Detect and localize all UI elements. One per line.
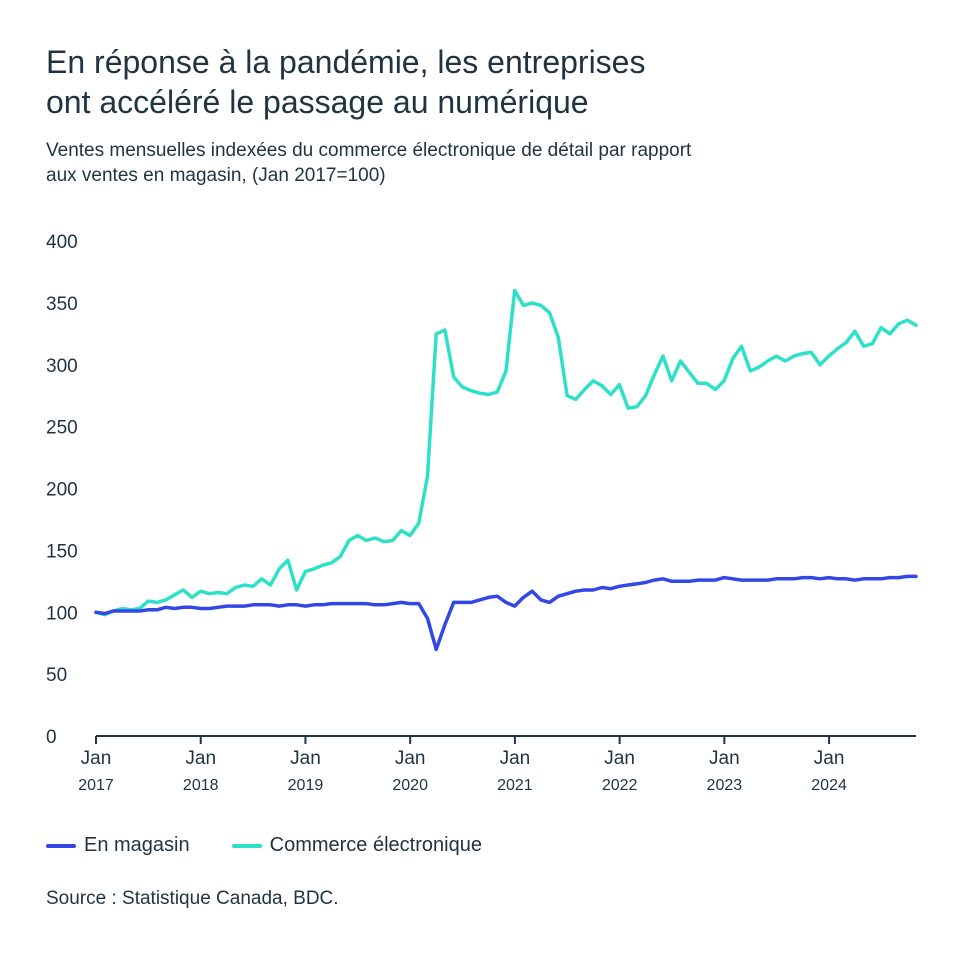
chart-subtitle-line-1: Ventes mensuelles indexées du commerce é…	[46, 140, 692, 161]
y-tick-label-300: 300	[46, 356, 78, 377]
line-chart: 0 50 100 150 200 250 300 350 400 Jan 2017 Jan 2018 Ja…	[46, 232, 918, 794]
y-tick-label-200: 200	[46, 480, 78, 501]
y-tick-label-50: 50	[46, 665, 67, 686]
x-tick-label-2018-month: Jan	[185, 748, 216, 769]
legend: En magasin Commerce électronique	[46, 834, 524, 857]
source-note: Source : Statistique Canada, BDC.	[46, 888, 339, 909]
legend-label-commerce-electronique: Commerce électronique	[269, 834, 482, 856]
series-line-commerce-electronique	[94, 288, 918, 617]
chart-subtitle-line-2: aux ventes en magasin, (Jan 2017=100)	[46, 165, 386, 186]
x-tick-label-2021-month: Jan	[500, 748, 531, 769]
x-tick-label-2020-year: 2020	[392, 777, 428, 794]
x-tick-label-2021-year: 2021	[497, 777, 533, 794]
x-tick-label-2024-year: 2024	[811, 777, 847, 794]
y-tick-label-350: 350	[46, 294, 78, 315]
chart-title-line-1: En réponse à la pandémie, les entreprise…	[46, 44, 646, 80]
x-tick-label-2022-year: 2022	[602, 777, 638, 794]
x-tick-label-2019-year: 2019	[288, 777, 324, 794]
y-tick-label-150: 150	[46, 541, 78, 562]
y-tick-label-0: 0	[46, 727, 57, 748]
x-tick-label-2018-year: 2018	[183, 777, 219, 794]
x-tick-label-2020-month: Jan	[395, 748, 426, 769]
x-tick-label-2023-month: Jan	[709, 748, 740, 769]
x-tick-label-2019-month: Jan	[290, 748, 321, 769]
series-line-en-magasin	[94, 574, 918, 652]
y-tick-label-100: 100	[46, 603, 78, 624]
legend-item-en-magasin: En magasin	[46, 834, 190, 857]
legend-item-commerce-electronique: Commerce électronique	[231, 834, 482, 857]
chart-title: En réponse à la pandémie, les entreprise…	[46, 42, 926, 122]
chart-title-line-2: ont accéléré le passage au numérique	[46, 84, 589, 120]
y-tick-label-250: 250	[46, 418, 78, 439]
x-tick-label-2023-year: 2023	[707, 777, 743, 794]
legend-label-en-magasin: En magasin	[84, 834, 190, 856]
x-tick-label-2022-month: Jan	[604, 748, 635, 769]
x-tick-label-2017-year: 2017	[78, 777, 114, 794]
legend-swatch-commerce-electronique	[231, 843, 262, 848]
chart-subtitle: Ventes mensuelles indexées du commerce é…	[46, 138, 926, 188]
x-tick-label-2017-month: Jan	[81, 748, 112, 769]
x-tick-label-2024-month: Jan	[814, 748, 845, 769]
legend-swatch-en-magasin	[46, 843, 76, 848]
y-tick-label-400: 400	[46, 232, 78, 253]
